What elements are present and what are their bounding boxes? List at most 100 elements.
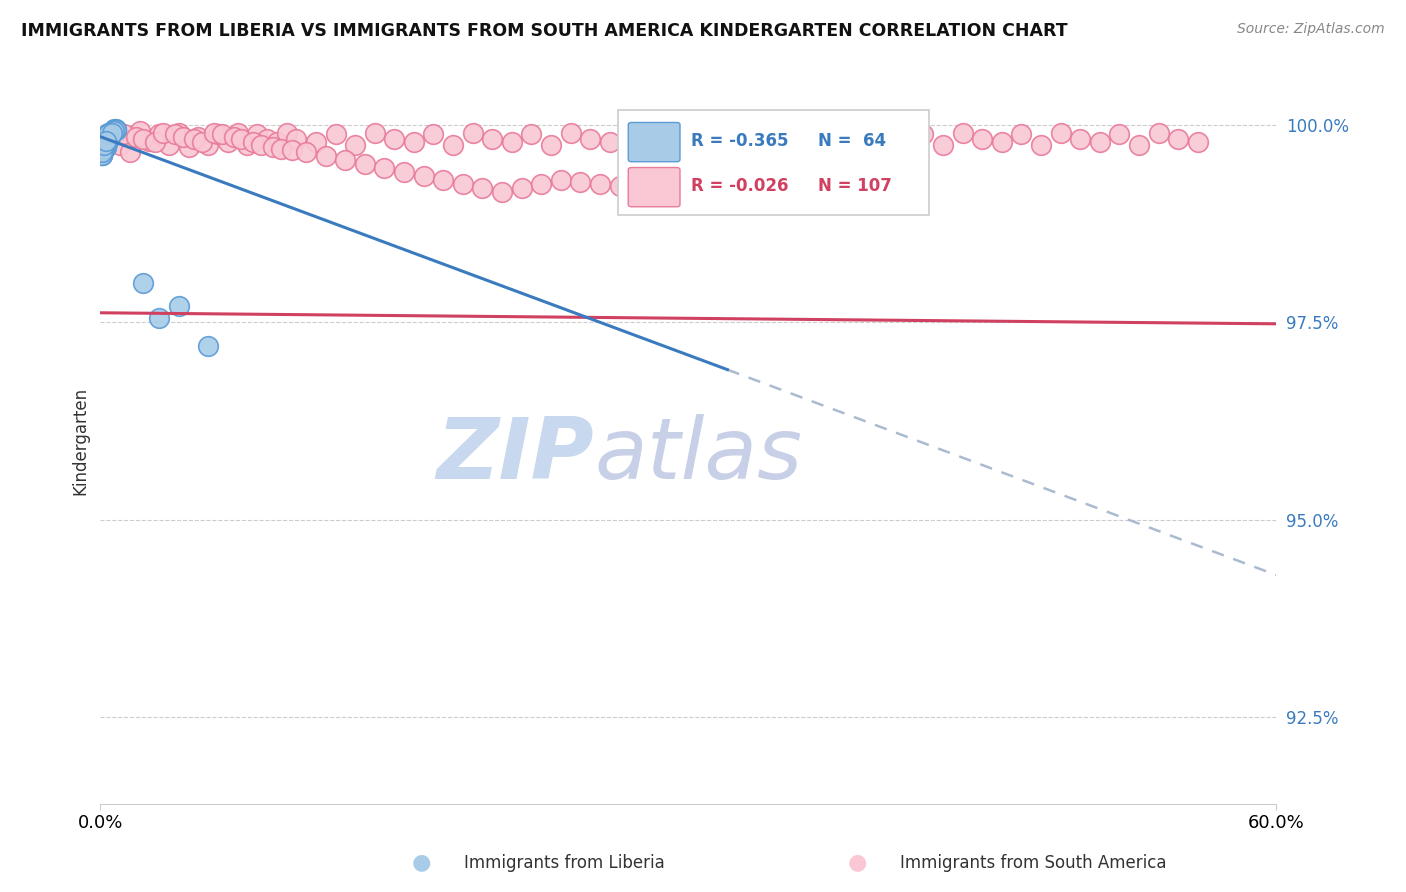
Point: [98, 128, 121, 142]
Point: [392, 165, 415, 179]
Point: [96, 140, 118, 154]
Point: [1108, 128, 1130, 142]
Point: [98, 128, 121, 142]
Point: [1147, 126, 1170, 140]
FancyBboxPatch shape: [628, 168, 681, 207]
Point: [96, 140, 118, 154]
Point: [118, 145, 141, 160]
Point: [101, 126, 124, 140]
FancyBboxPatch shape: [617, 110, 929, 216]
Point: [97, 128, 120, 142]
Text: Source: ZipAtlas.com: Source: ZipAtlas.com: [1237, 22, 1385, 37]
Point: [658, 126, 681, 140]
Point: [105, 123, 128, 137]
Point: [412, 169, 434, 183]
Point: [560, 126, 582, 140]
Point: [97, 128, 120, 142]
Point: [163, 128, 186, 142]
Point: [98, 128, 121, 142]
Point: [132, 276, 155, 290]
Point: [540, 137, 562, 152]
Point: [325, 128, 347, 142]
Text: ZIP: ZIP: [436, 414, 595, 497]
Point: [103, 123, 125, 137]
FancyBboxPatch shape: [628, 122, 681, 161]
Point: [148, 128, 170, 142]
Point: [1010, 128, 1032, 142]
Point: [569, 175, 592, 189]
Point: [222, 129, 245, 144]
Point: [315, 149, 337, 163]
Point: [686, 189, 709, 203]
Point: [97, 126, 120, 140]
Point: [266, 135, 288, 149]
Point: [1088, 135, 1111, 149]
Point: [589, 177, 612, 191]
Point: [97, 129, 120, 144]
Point: [262, 140, 284, 154]
Point: [451, 177, 474, 191]
Point: [103, 124, 125, 138]
Point: [1167, 132, 1189, 146]
Point: [972, 132, 994, 146]
Point: [217, 135, 239, 149]
Point: [716, 128, 738, 142]
Point: [402, 135, 425, 149]
Point: [481, 132, 503, 146]
Point: [250, 137, 273, 152]
Point: [893, 135, 915, 149]
Text: ●: ●: [412, 853, 432, 872]
Point: [363, 126, 385, 140]
Text: R = -0.026: R = -0.026: [690, 178, 789, 195]
Point: [96, 137, 118, 152]
Point: [285, 132, 308, 146]
Point: [344, 137, 367, 152]
Point: [270, 141, 292, 155]
Point: [93, 141, 115, 155]
Point: [105, 126, 128, 140]
Point: [103, 121, 125, 136]
Point: [422, 128, 444, 142]
Point: [335, 153, 357, 168]
Point: [172, 129, 194, 144]
Point: [441, 137, 464, 152]
Text: IMMIGRANTS FROM LIBERIA VS IMMIGRANTS FROM SOUTH AMERICA KINDERGARTEN CORRELATIO: IMMIGRANTS FROM LIBERIA VS IMMIGRANTS FR…: [21, 22, 1067, 40]
Point: [281, 143, 304, 157]
Point: [98, 128, 121, 142]
Point: [211, 128, 233, 142]
Point: [242, 135, 264, 149]
Point: [191, 135, 214, 149]
Point: [638, 137, 661, 152]
Point: [305, 135, 328, 149]
Point: [112, 128, 135, 142]
Point: [97, 128, 120, 142]
Point: [108, 137, 131, 152]
Text: atlas: atlas: [595, 414, 803, 497]
Point: [101, 126, 124, 140]
Point: [98, 128, 121, 142]
Point: [510, 181, 533, 195]
Point: [599, 135, 621, 149]
Point: [912, 128, 935, 142]
Text: Immigrants from South America: Immigrants from South America: [900, 855, 1167, 872]
Point: [187, 129, 209, 144]
Point: [1029, 137, 1052, 152]
Text: Immigrants from Liberia: Immigrants from Liberia: [464, 855, 665, 872]
Point: [550, 173, 572, 187]
Point: [932, 137, 955, 152]
Point: [91, 145, 114, 160]
Point: [668, 187, 690, 202]
Point: [236, 137, 259, 152]
Point: [256, 132, 278, 146]
Point: [226, 126, 249, 140]
Point: [167, 300, 190, 314]
Point: [132, 132, 155, 146]
Point: [706, 190, 728, 204]
Point: [96, 134, 118, 148]
Point: [93, 141, 115, 155]
Point: [354, 157, 377, 171]
Point: [167, 126, 190, 140]
Point: [834, 137, 856, 152]
Point: [96, 139, 118, 153]
Point: [96, 135, 118, 149]
